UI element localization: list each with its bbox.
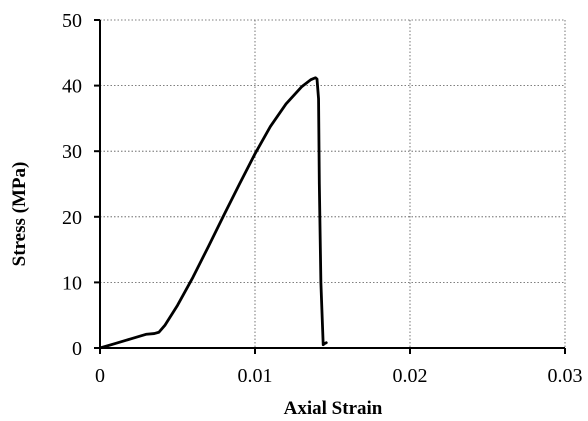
y-axis-title: Stress (MPa) [9,162,30,267]
y-tick-label: 40 [62,76,82,98]
grid-lines [100,19,566,348]
y-tick-label: 10 [62,272,82,294]
x-axis-title: Axial Strain [284,398,383,419]
x-tick-label: 0.01 [238,365,273,387]
y-tick-label: 20 [62,207,82,229]
x-tick-label: 0.02 [393,365,428,387]
tick-labels: 0 10 20 30 40 50 0 0.01 0.02 0.03 [62,10,583,387]
axes [94,19,566,354]
y-tick-label: 30 [62,141,82,163]
y-tick-label: 50 [62,10,82,32]
stress-strain-series [98,76,328,350]
x-tick-label: 0.03 [548,365,583,387]
series-layer [98,76,328,350]
x-tick-label: 0 [95,365,105,387]
y-tick-label: 0 [72,338,82,360]
